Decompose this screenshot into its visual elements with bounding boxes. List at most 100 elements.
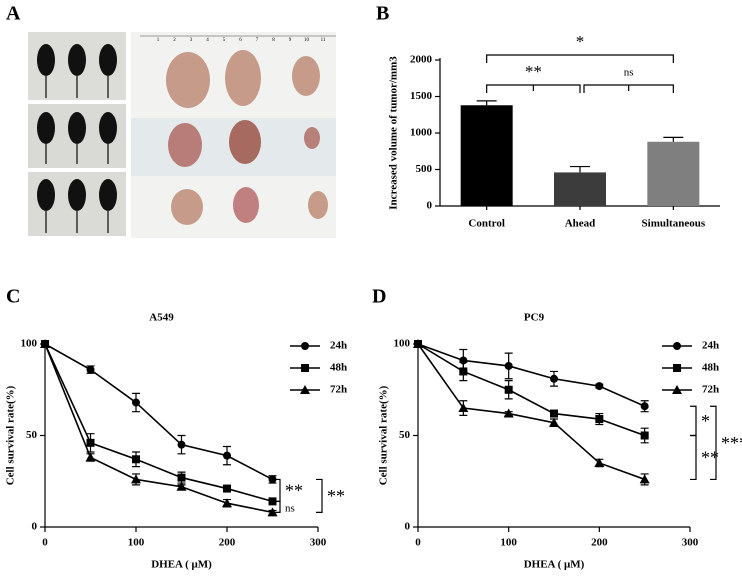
marker [131, 474, 141, 484]
significance-label: ** [327, 486, 345, 506]
x-tick-label: 300 [310, 537, 327, 549]
x-axis-label: DHEA ( μM) [524, 559, 585, 571]
legend-label: 72h [702, 384, 719, 396]
series-line [417, 343, 645, 407]
y-axis-label: Cell survival rate(%) [5, 385, 17, 485]
marker [177, 440, 186, 449]
significance-bracket [710, 405, 717, 481]
marker [86, 365, 95, 374]
legend-label: 24h [330, 340, 347, 352]
significance-label: ** [525, 62, 542, 81]
marker [132, 455, 140, 464]
legend-marker [673, 342, 681, 350]
significance-bracket [583, 84, 674, 93]
significance-bracket [274, 500, 281, 513]
chart-title: PC9 [524, 312, 545, 324]
significance-label: * [576, 32, 585, 51]
marker [267, 507, 278, 517]
marker [40, 339, 50, 348]
x-tick-label: Control [468, 218, 504, 230]
legend-marker [300, 385, 310, 394]
panel-label: D [372, 286, 386, 308]
y-tick-label: 1000 [410, 127, 433, 139]
ruler-number: 10 [304, 38, 310, 43]
y-tick-label: 0 [427, 200, 433, 212]
y-axis-label: Cell survival rate(%) [378, 385, 390, 485]
significance-label: ns [285, 502, 295, 514]
series-line [44, 343, 273, 514]
marker [413, 339, 423, 348]
marker [85, 452, 96, 462]
marker [504, 385, 513, 394]
chart-title: A549 [149, 312, 174, 324]
tumor-photo [131, 32, 336, 238]
ruler-number: 6 [239, 38, 242, 43]
series-line [417, 343, 645, 437]
significance-bracket [316, 478, 323, 513]
legend-marker [673, 364, 681, 372]
marker [639, 474, 650, 484]
series-line [44, 343, 273, 503]
mouse-photos [28, 32, 126, 236]
marker [594, 457, 605, 467]
ruler-number: 11 [321, 38, 326, 43]
marker [550, 409, 558, 418]
legend-label: 48h [330, 362, 347, 374]
legend-label: 48h [702, 362, 719, 374]
ruler-number: 3 [190, 38, 193, 43]
x-tick-label: 0 [42, 537, 48, 549]
panel-label: C [6, 286, 20, 308]
x-tick-label: 0 [415, 537, 421, 549]
y-axis-label: Increased volume of tumor/mm3 [388, 56, 400, 210]
marker [176, 481, 187, 491]
marker [504, 361, 513, 370]
panel-label: A [6, 3, 21, 25]
x-axis-label: DHEA ( μM) [151, 559, 212, 571]
significance-label: ns [624, 67, 634, 79]
marker [549, 417, 559, 427]
ruler-number: 9 [289, 38, 292, 43]
series-line [44, 343, 273, 481]
y-tick-label: 1500 [410, 90, 433, 102]
legend-label: 24h [702, 340, 719, 352]
marker [223, 484, 231, 493]
x-tick-label: Simultaneous [642, 218, 706, 230]
legend-marker [301, 364, 309, 372]
bar [460, 105, 513, 206]
ruler-number: 4 [206, 38, 209, 43]
legend-label: 72h [330, 384, 347, 396]
marker [595, 382, 604, 391]
y-tick-label: 50 [399, 429, 411, 441]
marker [640, 431, 649, 440]
ruler-number: 8 [272, 38, 275, 43]
x-tick-label: Ahead [565, 218, 596, 230]
significance-bracket [486, 84, 581, 93]
ruler-number: 5 [223, 38, 226, 43]
y-tick-label: 50 [26, 429, 38, 441]
x-tick-label: 200 [591, 537, 608, 549]
marker [550, 374, 558, 383]
significance-bracket [486, 54, 674, 63]
ruler-number: 1 [157, 38, 160, 43]
significance-bracket [690, 434, 697, 481]
marker [458, 403, 469, 413]
significance-label: * [701, 411, 710, 431]
panel-label: B [376, 3, 389, 25]
marker [268, 475, 277, 484]
x-tick-label: 100 [500, 537, 517, 549]
legend-marker [672, 385, 682, 394]
y-tick-label: 2000 [410, 54, 433, 66]
marker [268, 497, 277, 506]
significance-bracket [690, 405, 697, 437]
marker [177, 473, 186, 482]
ruler-number: 7 [256, 38, 259, 43]
x-tick-label: 100 [128, 537, 145, 549]
bar [554, 172, 606, 206]
y-tick-label: 0 [32, 521, 38, 533]
x-tick-label: 300 [682, 537, 699, 549]
ruler-number: 2 [173, 38, 176, 43]
marker [86, 438, 95, 447]
legend-marker [301, 342, 309, 350]
